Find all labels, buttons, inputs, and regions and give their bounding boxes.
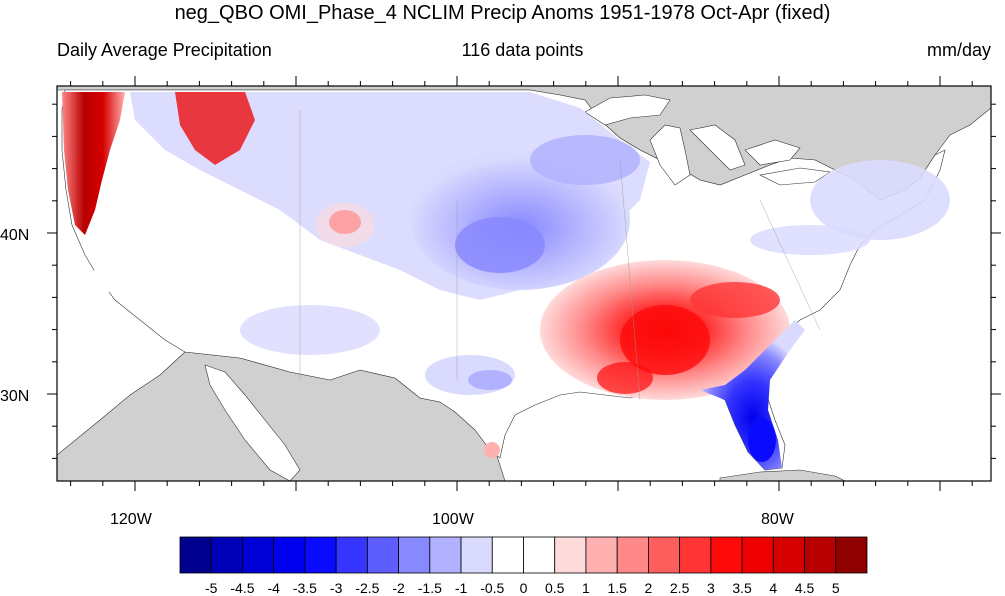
anomaly-red-sierra — [90, 267, 110, 303]
units-label: mm/day — [926, 40, 991, 60]
colorbar-swatch — [679, 536, 712, 574]
lon-label-80w: 80W — [761, 511, 795, 528]
anomaly-red-pnw-coast — [62, 92, 125, 235]
colorbar-swatch — [804, 536, 837, 574]
colorbar: -5 -4.5 -4 -3.5 -3 -2.5 -2 -1.5 -1 -0.5 0 0.5 1 1.5 2 2… — [179, 536, 868, 596]
colorbar-label: -3.5 — [293, 580, 317, 596]
colorbar-swatch — [648, 536, 681, 574]
anomaly-blue-florida — [700, 320, 805, 470]
colorbar-swatch — [429, 536, 462, 574]
axis-ticks — [47, 76, 1001, 491]
anomaly-red-south-texas — [484, 442, 500, 458]
colorbar-swatch — [398, 536, 431, 574]
colorbar-swatch — [772, 536, 805, 574]
colorbar-label: -3 — [330, 580, 343, 596]
lon-label-120w: 120W — [110, 511, 153, 528]
colorbar-swatch — [554, 536, 587, 574]
lon-label-100w: 100W — [432, 511, 475, 528]
colorbar-swatch — [585, 536, 618, 574]
colorbar-swatch — [523, 536, 556, 574]
anomaly-red-tn-valley — [690, 282, 780, 318]
colorbar-swatch — [179, 536, 212, 574]
anomaly-blue-florida-core — [748, 418, 776, 462]
anomaly-blue-midatlantic — [750, 225, 870, 255]
colorbar-label: 2 — [645, 580, 653, 596]
colorbar-label: -5 — [205, 580, 218, 596]
colorbar-swatch — [210, 536, 243, 574]
colorbar-label: -2 — [392, 580, 405, 596]
colorbar-swatch — [335, 536, 368, 574]
colorbar-label: 0.5 — [545, 580, 565, 596]
colorbar-swatch — [273, 536, 306, 574]
anomaly-blue-sw — [240, 305, 380, 355]
colorbar-swatch — [491, 536, 524, 574]
anomaly-red-n-rockies — [175, 92, 255, 165]
anomaly-red-southeast-core — [620, 305, 710, 375]
colorbar-label: 1.5 — [607, 580, 627, 596]
colorbar-label: 3.5 — [732, 580, 752, 596]
anomaly-blue-upper-mw — [530, 135, 640, 185]
map-title: neg_QBO OMI_Phase_4 NCLIM Precip Anoms 1… — [174, 2, 831, 24]
colorbar-swatch — [304, 536, 337, 574]
anomaly-blue-texas-2 — [468, 370, 512, 390]
colorbar-swatch — [242, 536, 275, 574]
lat-label-40n: 40N — [0, 227, 29, 244]
colorbar-swatch — [710, 536, 743, 574]
anomaly-red-colorado-halo — [315, 203, 375, 247]
anomaly-blue-plains-core — [455, 217, 545, 273]
anomaly-red-louisiana — [597, 362, 653, 394]
variable-label: Daily Average Precipitation — [57, 40, 272, 60]
colorbar-label: 0 — [520, 580, 528, 596]
colorbar-label: -2.5 — [355, 580, 379, 596]
colorbar-swatch — [460, 536, 493, 574]
map-frame — [56, 85, 992, 482]
colorbar-label: -4.5 — [230, 580, 254, 596]
anomaly-blue-northeast — [810, 160, 950, 240]
colorbar-swatch — [616, 536, 649, 574]
colorbar-swatch — [741, 536, 774, 574]
colorbar-label: -1 — [455, 580, 468, 596]
gulf-of-california — [204, 364, 301, 481]
colorbar-label: 2.5 — [670, 580, 690, 596]
colorbar-swatch — [366, 536, 399, 574]
colorbar-label: -4 — [267, 580, 280, 596]
colorbar-label: 1 — [582, 580, 590, 596]
colorbar-label: 5 — [832, 580, 840, 596]
colorbar-label: 4.5 — [795, 580, 815, 596]
map-field — [57, 86, 991, 481]
colorbar-swatch — [835, 536, 868, 574]
state-lines — [299, 110, 821, 401]
cuba-land — [719, 469, 846, 481]
colorbar-label: 4 — [769, 580, 777, 596]
great-lakes — [584, 94, 831, 186]
colorbar-label: -1.5 — [418, 580, 442, 596]
data-points-label: 116 data points — [461, 40, 584, 60]
colorbar-label: -0.5 — [480, 580, 504, 596]
lat-label-30n: 30N — [0, 388, 29, 405]
colorbar-label: 3 — [707, 580, 715, 596]
